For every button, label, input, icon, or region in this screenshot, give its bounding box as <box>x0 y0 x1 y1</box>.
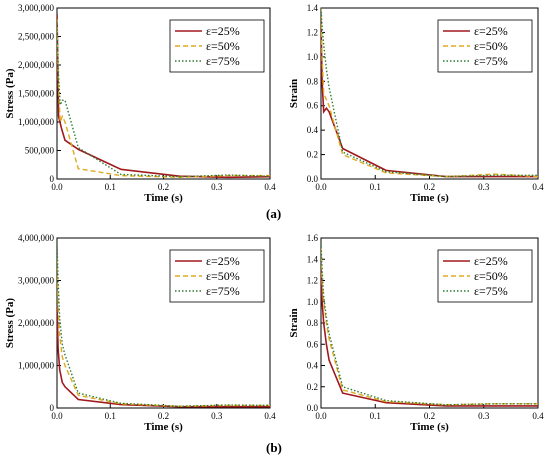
legend-label-1: ε=25% <box>474 24 508 38</box>
x-tick-label: 0.1 <box>105 182 116 192</box>
x-tick-label: 0.4 <box>264 411 276 421</box>
x-tick-label: 0.4 <box>532 411 544 421</box>
x-tick-label: 0.4 <box>532 182 544 192</box>
y-tick-label: 3,000,000 <box>18 276 55 286</box>
y-tick-label: 1.0 <box>307 297 319 307</box>
caption-a: (a) <box>266 206 282 221</box>
x-tick-label: 0.2 <box>158 411 169 421</box>
x-tick-label: 0.2 <box>158 182 169 192</box>
y-tick-label: 1.2 <box>307 27 318 37</box>
y-tick-label: 0.8 <box>307 76 319 86</box>
x-tick-label: 0.0 <box>51 182 63 192</box>
y-tick-label: 0.6 <box>307 339 319 349</box>
chart-panel-3: 0.0 0.1 0.2 0.3 0.4 0 1,000,000 2,000,000 3,000,… <box>4 233 276 433</box>
y-tick-label: 0.8 <box>307 318 319 328</box>
series-line-3 <box>321 243 538 406</box>
y-tick-label: 0.0 <box>307 174 319 184</box>
caption-b: (b) <box>266 440 282 455</box>
y-tick-label: 0.4 <box>307 361 319 371</box>
legend-label-2: ε=50% <box>206 39 240 53</box>
legend-label-3: ε=75% <box>474 284 508 298</box>
y-tick-label: 0 <box>50 174 55 184</box>
y-tick-label: 4,000,000 <box>18 233 55 243</box>
y-axis-label: Strain <box>288 79 300 108</box>
y-tick-label: 1.0 <box>307 52 319 62</box>
y-axis-label: Stress (Pa) <box>4 68 16 119</box>
y-tick-label: 1,000,000 <box>18 361 55 371</box>
chart-panel-2: 0.0 0.1 0.2 0.3 0.4 0.0 0.2 0.4 0.6 0.8 1.0 1.2 1.4 T… <box>288 3 544 204</box>
series-line-3 <box>57 242 270 408</box>
y-tick-label: 0.2 <box>307 382 318 392</box>
x-tick-label: 0.3 <box>211 411 223 421</box>
x-tick-label: 0.2 <box>424 411 435 421</box>
y-tick-label: 0.6 <box>307 101 319 111</box>
x-axis-label: Time (s) <box>144 421 183 433</box>
y-tick-label: 1.6 <box>307 233 319 243</box>
y-tick-label: 3,000,000 <box>18 3 55 13</box>
y-tick-label: 0.2 <box>307 150 318 160</box>
y-tick-label: 1,500,000 <box>18 89 55 99</box>
chart-panel-4: 0.0 0.1 0.2 0.3 0.4 0.0 0.2 0.4 0.6 0.8 1.0 1.2 1.4 1… <box>288 233 544 433</box>
legend-label-3: ε=75% <box>206 54 240 68</box>
y-tick-label: 1.4 <box>307 3 319 13</box>
legend-label-2: ε=50% <box>474 39 508 53</box>
legend-label-3: ε=75% <box>206 284 240 298</box>
legend-label-1: ε=25% <box>206 24 240 38</box>
y-axis-label: Strain <box>288 308 300 337</box>
x-tick-label: 0.3 <box>478 411 490 421</box>
series-line-2 <box>57 19 270 179</box>
series-line-1 <box>321 269 538 407</box>
series-line-3 <box>321 8 538 178</box>
y-axis-label: Stress (Pa) <box>4 298 16 349</box>
y-tick-label: 500,000 <box>25 146 55 156</box>
x-axis-label: Time (s) <box>144 192 183 204</box>
series-line-2 <box>321 248 538 406</box>
x-tick-label: 0.0 <box>315 411 327 421</box>
y-tick-label: 2,500,000 <box>18 32 55 42</box>
x-axis-label: Time (s) <box>410 421 449 433</box>
x-tick-label: 0.3 <box>478 182 490 192</box>
legend-label-1: ε=25% <box>206 254 240 268</box>
y-tick-label: 1.4 <box>307 254 319 264</box>
x-tick-label: 0.0 <box>315 182 327 192</box>
x-tick-label: 0.2 <box>424 182 435 192</box>
y-tick-label: 1.2 <box>307 276 318 286</box>
y-tick-label: 0.4 <box>307 125 319 135</box>
y-tick-label: 1,000,000 <box>18 117 55 127</box>
y-tick-label: 2,000,000 <box>18 318 55 328</box>
y-tick-label: 2,000,000 <box>18 60 55 70</box>
legend-label-3: ε=75% <box>474 54 508 68</box>
legend-label-1: ε=25% <box>474 254 508 268</box>
series-line-1 <box>57 305 270 408</box>
x-axis-label: Time (s) <box>410 192 449 204</box>
y-tick-label: 0.0 <box>307 403 319 413</box>
x-tick-label: 0.1 <box>105 411 116 421</box>
legend-label-2: ε=50% <box>206 269 240 283</box>
legend-label-2: ε=50% <box>474 269 508 283</box>
x-tick-label: 0.1 <box>370 411 381 421</box>
x-tick-label: 0.3 <box>211 182 223 192</box>
x-tick-label: 0.1 <box>370 182 381 192</box>
y-tick-label: 0 <box>50 403 55 413</box>
chart-panel-1: 0.0 0.1 0.2 0.3 0.4 0 500,000 1,000,000 1,500,00… <box>4 3 276 204</box>
x-tick-label: 0.4 <box>264 182 276 192</box>
x-tick-label: 0.0 <box>51 411 63 421</box>
